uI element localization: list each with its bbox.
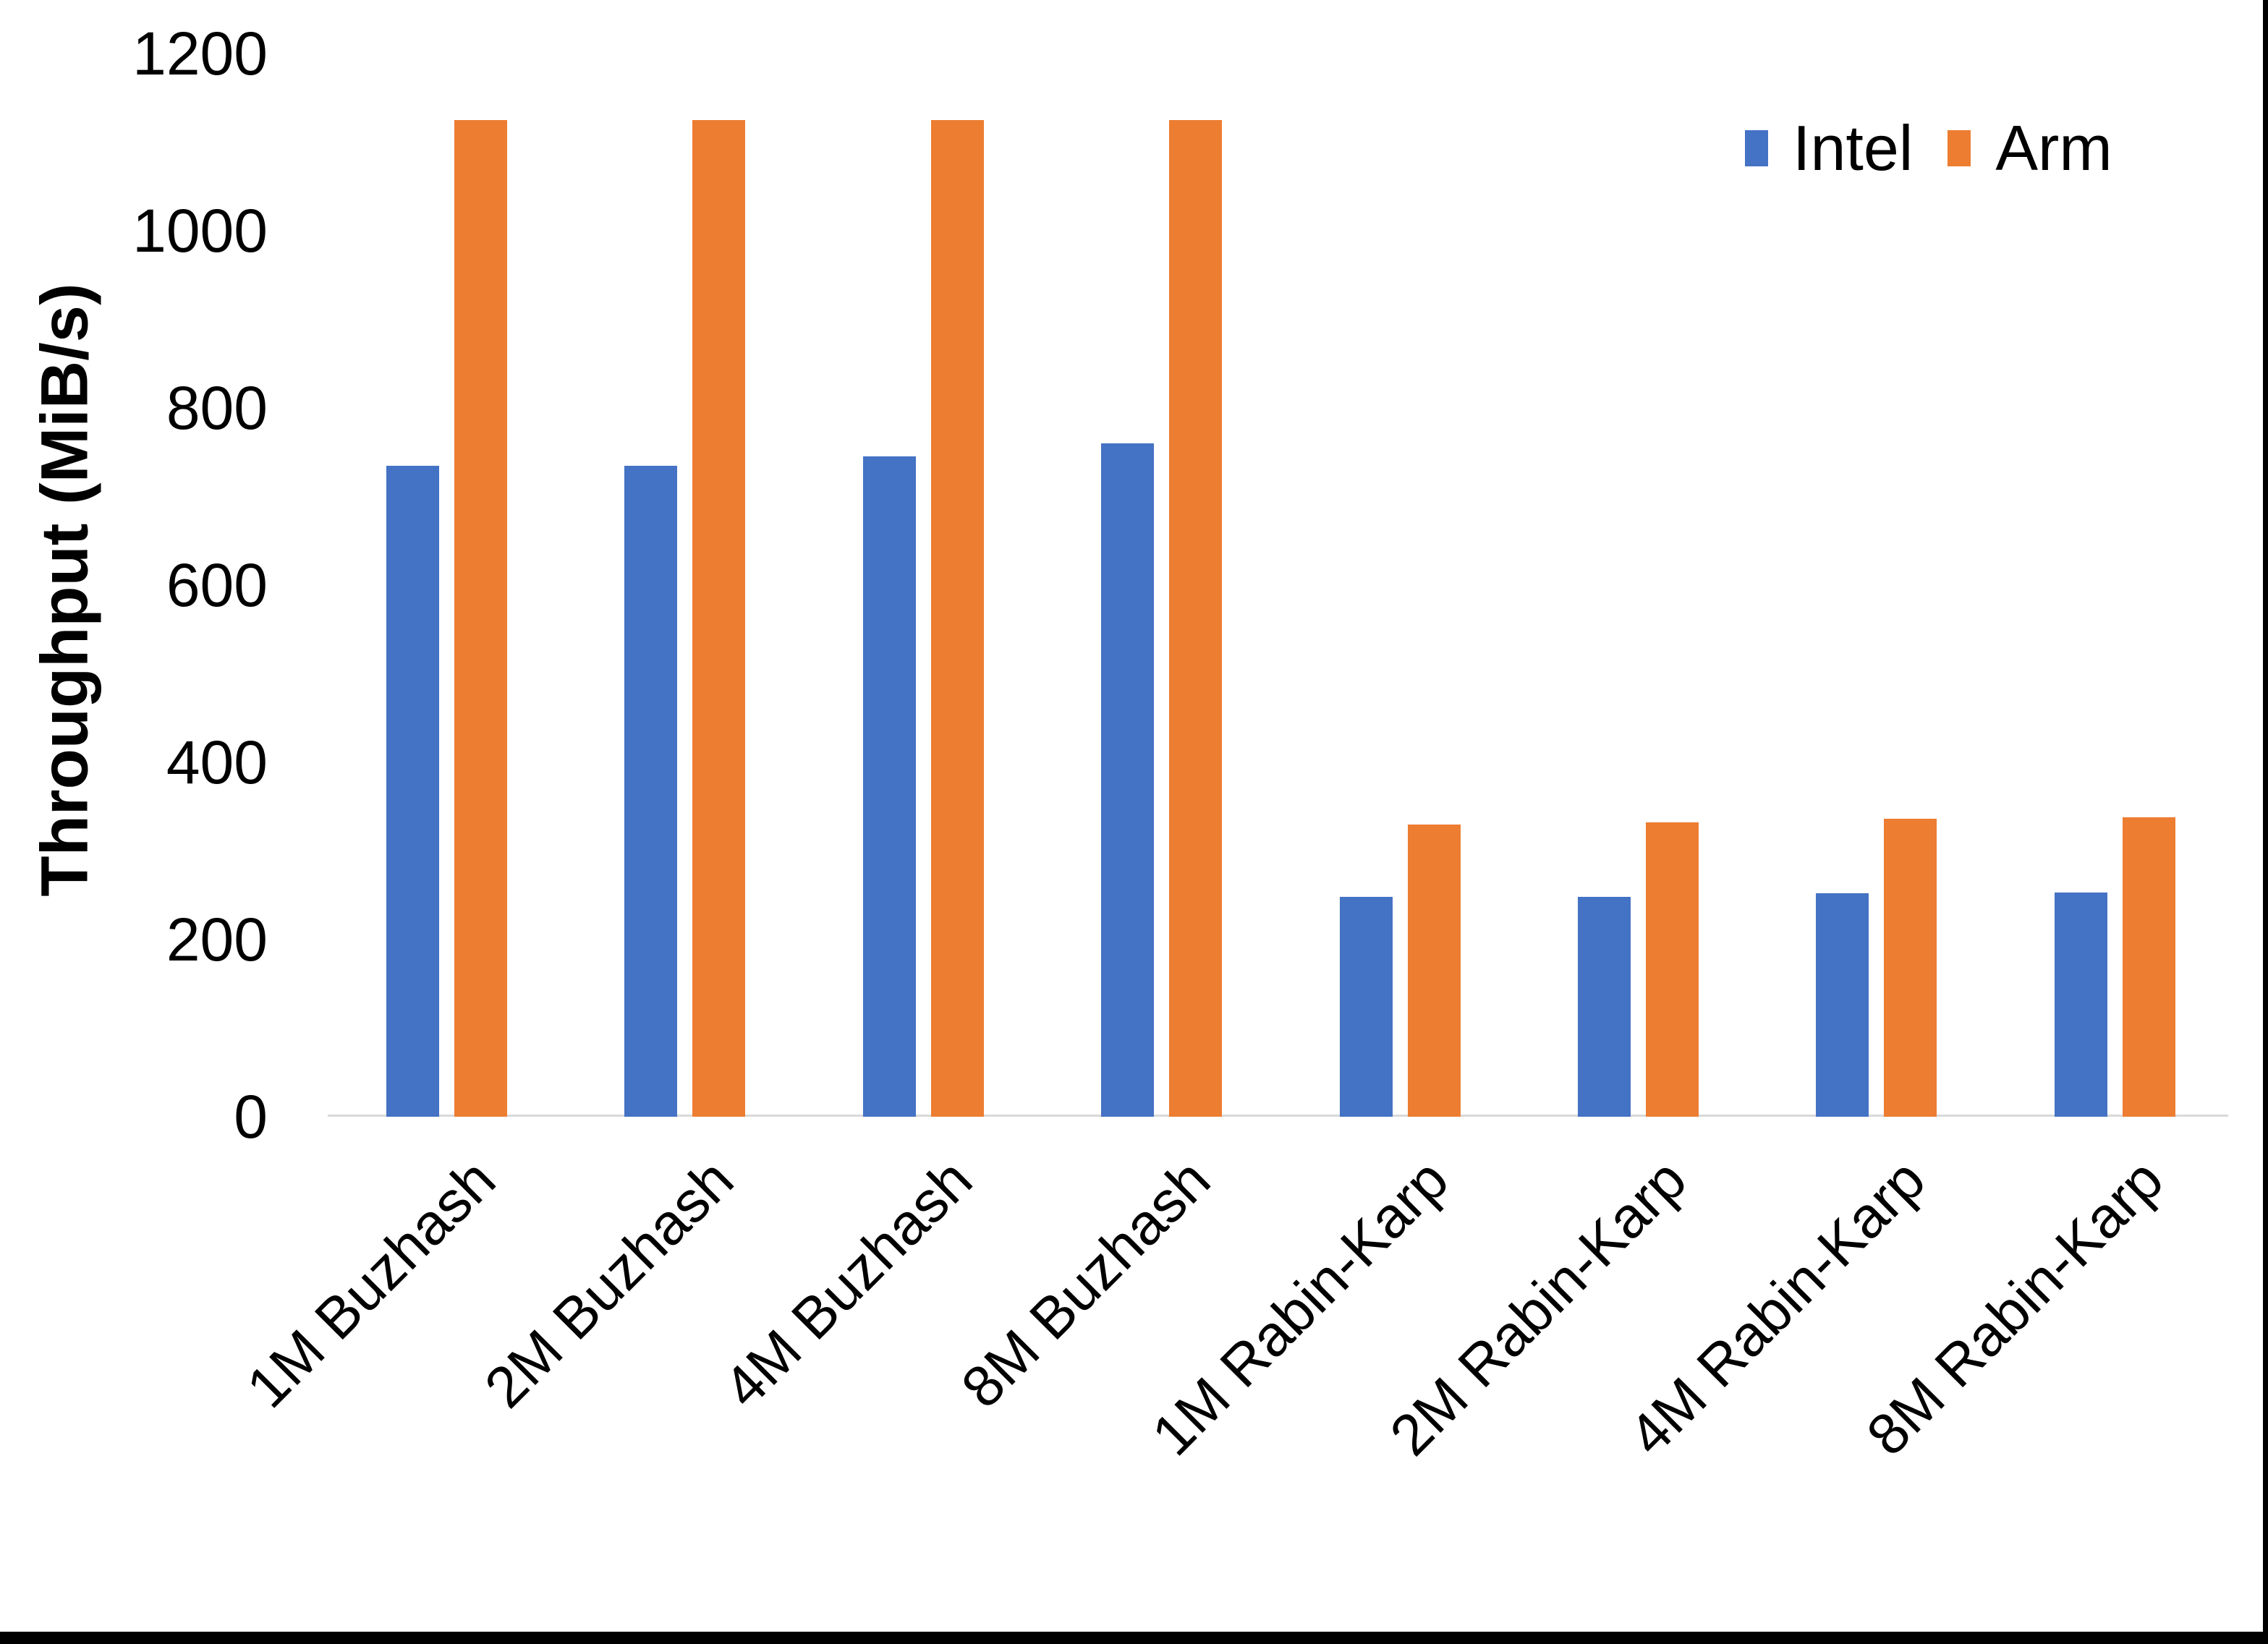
bar-arm-3 [931, 120, 984, 1117]
right-border [2263, 0, 2268, 1644]
legend-item-arm: Arm [1948, 112, 2112, 184]
bar-intel-2 [624, 466, 677, 1117]
legend-swatch-intel [1745, 130, 1768, 166]
y-tick-1000: 1000 [132, 197, 268, 265]
bar-arm-1 [454, 120, 507, 1117]
bar-intel-5 [1340, 897, 1393, 1117]
y-tick-600: 600 [166, 551, 268, 619]
legend-label-arm: Arm [1995, 112, 2112, 184]
bar-intel-6 [1578, 897, 1631, 1117]
y-tick-0: 0 [234, 1083, 268, 1151]
x-category-label-1: 1M Buzhash [234, 1146, 508, 1421]
bar-intel-7 [1816, 893, 1869, 1117]
y-tick-200: 200 [166, 906, 268, 974]
x-axis-line [328, 1115, 2228, 1117]
legend-swatch-arm [1948, 130, 1971, 166]
bar-intel-4 [1101, 443, 1154, 1117]
x-category-label-2: 2M Buzhash [472, 1146, 746, 1421]
legend-label-intel: Intel [1793, 112, 1914, 184]
bar-arm-8 [2123, 817, 2175, 1117]
bar-intel-3 [863, 456, 916, 1117]
y-tick-1200: 1200 [132, 20, 268, 88]
y-tick-800: 800 [166, 374, 268, 442]
bar-arm-2 [692, 120, 745, 1117]
bar-arm-4 [1169, 120, 1222, 1117]
legend-item-intel: Intel [1745, 112, 1913, 184]
bar-intel-8 [2055, 893, 2107, 1117]
bar-arm-5 [1408, 825, 1461, 1117]
y-tick-400: 400 [166, 728, 268, 796]
bottom-border [0, 1632, 2268, 1644]
bar-arm-7 [1884, 819, 1937, 1117]
bar-arm-6 [1646, 822, 1699, 1117]
x-category-label-3: 4M Buzhash [710, 1146, 984, 1421]
legend: Intel Arm [1745, 112, 2112, 184]
bar-intel-1 [386, 466, 439, 1117]
